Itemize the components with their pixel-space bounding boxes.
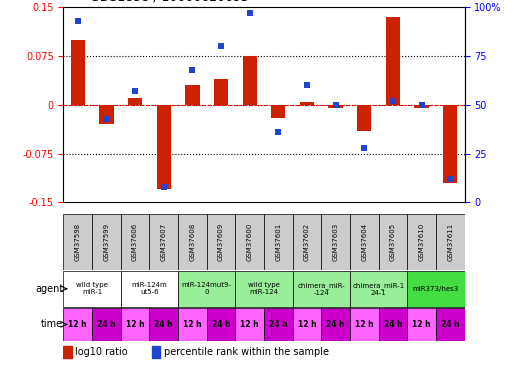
Text: GSM37606: GSM37606: [132, 223, 138, 261]
Bar: [293, 271, 350, 307]
Bar: [300, 102, 314, 105]
Bar: [328, 105, 343, 108]
Bar: [242, 56, 257, 105]
Bar: [379, 308, 407, 340]
Text: 12 h: 12 h: [69, 320, 87, 329]
Text: GSM37603: GSM37603: [333, 223, 338, 261]
Bar: [149, 308, 178, 340]
Bar: [214, 79, 228, 105]
Bar: [235, 214, 264, 270]
Bar: [185, 86, 200, 105]
Bar: [92, 214, 121, 270]
Bar: [414, 105, 429, 108]
Text: GSM37605: GSM37605: [390, 223, 396, 261]
Text: miR-124mut9-
0: miR-124mut9- 0: [182, 282, 232, 295]
Bar: [271, 105, 286, 118]
Bar: [407, 271, 465, 307]
Bar: [128, 99, 142, 105]
Text: 12 h: 12 h: [298, 320, 316, 329]
Bar: [293, 214, 322, 270]
Bar: [357, 105, 372, 131]
Text: percentile rank within the sample: percentile rank within the sample: [164, 347, 328, 357]
Bar: [293, 308, 322, 340]
Bar: [63, 346, 72, 358]
Text: time: time: [41, 320, 63, 329]
Bar: [350, 308, 379, 340]
Bar: [436, 308, 465, 340]
Text: chimera_miR-1
24-1: chimera_miR-1 24-1: [353, 282, 405, 296]
Bar: [92, 308, 121, 340]
Text: GDS1858 / 10000620693: GDS1858 / 10000620693: [90, 0, 249, 4]
Text: GSM37608: GSM37608: [190, 223, 195, 261]
Bar: [71, 40, 85, 105]
Text: 24 h: 24 h: [441, 320, 459, 329]
Text: GSM37599: GSM37599: [103, 223, 109, 261]
Bar: [178, 214, 206, 270]
Bar: [99, 105, 114, 125]
Bar: [407, 214, 436, 270]
Text: 12 h: 12 h: [355, 320, 374, 329]
Bar: [149, 214, 178, 270]
Text: wild type
miR-124: wild type miR-124: [248, 282, 280, 295]
Text: GSM37610: GSM37610: [419, 223, 425, 261]
Text: 24 h: 24 h: [269, 320, 288, 329]
Text: 12 h: 12 h: [126, 320, 144, 329]
Bar: [178, 271, 235, 307]
Bar: [121, 308, 149, 340]
Bar: [436, 214, 465, 270]
Text: 12 h: 12 h: [412, 320, 431, 329]
Bar: [264, 214, 293, 270]
Text: chimera_miR-
-124: chimera_miR- -124: [297, 282, 345, 296]
Bar: [63, 308, 92, 340]
Text: 12 h: 12 h: [183, 320, 202, 329]
Text: GSM37600: GSM37600: [247, 223, 253, 261]
Text: miR-124m
ut5-6: miR-124m ut5-6: [131, 282, 167, 295]
Bar: [386, 17, 400, 105]
Bar: [322, 214, 350, 270]
Text: GSM37604: GSM37604: [361, 223, 367, 261]
Text: agent: agent: [35, 284, 63, 294]
Bar: [121, 271, 178, 307]
Bar: [63, 214, 92, 270]
Bar: [350, 214, 379, 270]
Bar: [235, 308, 264, 340]
Text: wild type
miR-1: wild type miR-1: [76, 282, 108, 295]
Bar: [379, 214, 407, 270]
Text: 12 h: 12 h: [240, 320, 259, 329]
Bar: [206, 214, 235, 270]
Bar: [206, 308, 235, 340]
Text: GSM37611: GSM37611: [447, 223, 454, 261]
Bar: [407, 308, 436, 340]
Text: log10 ratio: log10 ratio: [76, 347, 128, 357]
Text: miR373/hes3: miR373/hes3: [413, 286, 459, 292]
Text: 24 h: 24 h: [154, 320, 173, 329]
Bar: [235, 271, 293, 307]
Text: GSM37609: GSM37609: [218, 223, 224, 261]
Text: 24 h: 24 h: [326, 320, 345, 329]
Text: GSM37601: GSM37601: [275, 223, 281, 261]
Bar: [152, 346, 161, 358]
Text: 24 h: 24 h: [212, 320, 230, 329]
Text: 24 h: 24 h: [97, 320, 116, 329]
Bar: [264, 308, 293, 340]
Bar: [322, 308, 350, 340]
Text: GSM37598: GSM37598: [74, 223, 81, 261]
Text: GSM37607: GSM37607: [161, 223, 167, 261]
Bar: [156, 105, 171, 189]
Bar: [63, 271, 121, 307]
Bar: [350, 271, 407, 307]
Text: GSM37602: GSM37602: [304, 223, 310, 261]
Bar: [178, 308, 206, 340]
Text: 24 h: 24 h: [384, 320, 402, 329]
Bar: [443, 105, 457, 183]
Bar: [121, 214, 149, 270]
